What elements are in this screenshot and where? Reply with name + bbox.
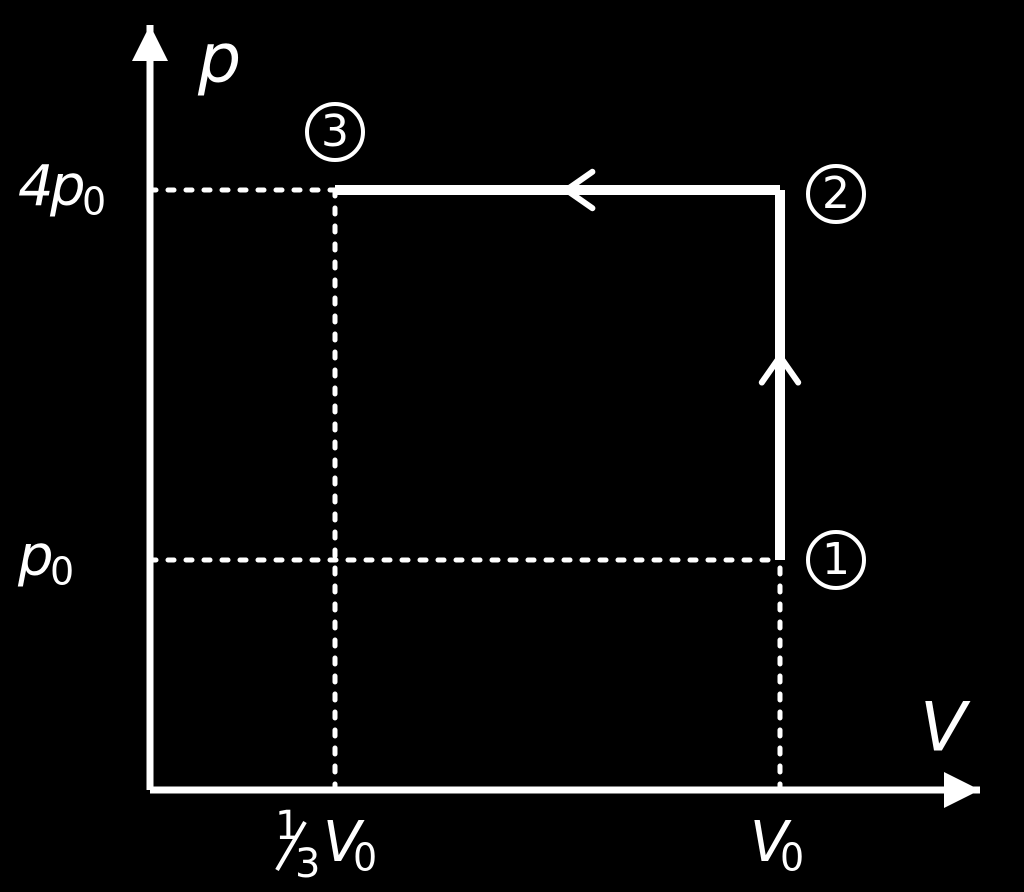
state-label-1: 1 xyxy=(808,532,864,588)
svg-text:p: p xyxy=(49,154,86,219)
x-tick-0: 13V0 xyxy=(275,803,377,887)
y-axis-label: p xyxy=(197,20,241,99)
x-axis-arrow xyxy=(944,772,980,808)
x-axis-label: V xyxy=(920,689,971,768)
state-label-2: 2 xyxy=(808,166,864,222)
svg-text:3: 3 xyxy=(321,106,349,157)
svg-text:0: 0 xyxy=(353,836,377,880)
y-tick-0: p0 xyxy=(17,524,74,593)
svg-text:0: 0 xyxy=(82,180,106,224)
svg-text:0: 0 xyxy=(50,550,74,594)
y-axis-arrow xyxy=(132,25,168,61)
y-tick-1: 4p0 xyxy=(18,154,106,223)
x-tick-1: V0 xyxy=(750,810,804,879)
state-label-3: 3 xyxy=(307,104,363,160)
svg-text:0: 0 xyxy=(780,836,804,880)
svg-text:p: p xyxy=(17,524,54,589)
svg-text:4: 4 xyxy=(18,154,54,219)
svg-text:3: 3 xyxy=(295,841,320,887)
svg-text:1: 1 xyxy=(822,534,850,585)
svg-text:2: 2 xyxy=(822,168,850,219)
